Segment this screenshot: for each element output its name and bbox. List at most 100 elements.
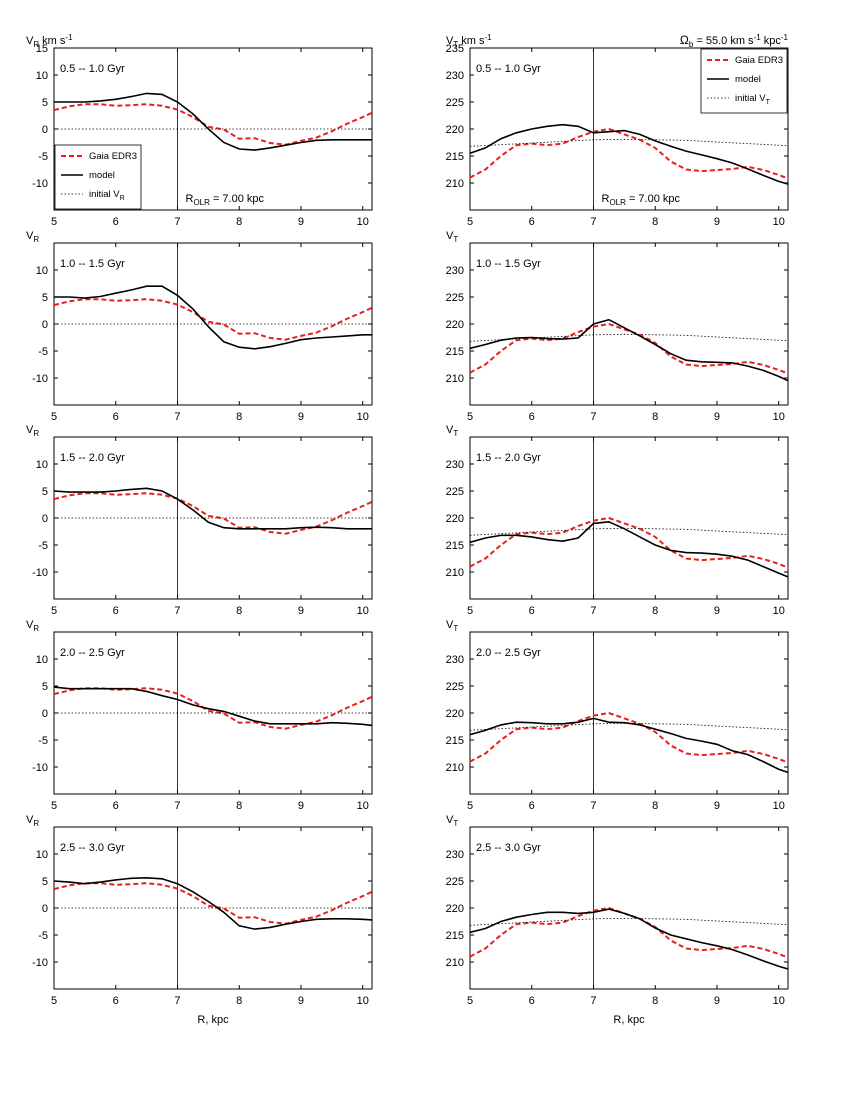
r-olr-subscript: OLR [609, 198, 626, 207]
panel-vt-5-ylabel-symbol: V [446, 814, 454, 826]
panel-vt-2-ylabel-label: VT [446, 230, 458, 244]
gaia-edr3-line [469, 711, 789, 764]
gaia-edr3-line [469, 127, 789, 180]
panel-vr-5-ylabel-subscript: R [33, 819, 39, 828]
x-tick-label: 10 [357, 605, 369, 617]
y-tick-label: 5 [42, 486, 48, 498]
y-tick-label: 0 [42, 513, 48, 525]
omega-subscript: b [689, 40, 694, 49]
legend-initial-text: initial V [735, 93, 766, 104]
x-tick-label: 8 [652, 216, 658, 228]
r-olr-value: = 7.00 kpc [626, 193, 681, 205]
panel-vt-2: 230 225 220 215 210 5 6 7 8 9 10 1.0 -- 1.5 Gyr VT [446, 230, 789, 423]
r-olr-symbol: R [185, 193, 193, 205]
panel-vr-5-ylabel-symbol: V [26, 814, 34, 826]
y-tick-label: 210 [446, 957, 464, 969]
legend-initial-subscript: T [766, 99, 771, 106]
omega-exponent-1: -1 [754, 33, 762, 42]
panel-vr-1-ylabel-label: VR km s-1 [26, 33, 73, 49]
y-tick-label: 225 [446, 292, 464, 304]
panel-vt-2-ylabel-subscript: T [453, 235, 458, 244]
y-tick-label: 0 [42, 319, 48, 331]
gaia-edr3-line [53, 298, 373, 341]
panel-vr-2-ylabel-subscript: R [33, 235, 39, 244]
y-tick-label: -10 [32, 957, 48, 969]
panel-vt-1-ylabel-symbol: V [446, 35, 454, 47]
y-tick-label: -5 [38, 930, 48, 942]
legend-gaia-label: Gaia EDR3 [735, 55, 783, 66]
x-tick-label: 10 [773, 411, 785, 423]
x-tick-label: 9 [298, 216, 304, 228]
panel-vr-3-ylabel-subscript: R [33, 429, 39, 438]
x-tick-label: 5 [51, 605, 57, 617]
panel-vr-3-ylabel-symbol: V [26, 424, 34, 436]
omega-symbol: Ω [680, 33, 689, 47]
panel-vt-1-ylabel-units: km s [458, 35, 485, 47]
model-line [469, 520, 789, 578]
panel-vr-2-ylabel-label: VR [26, 230, 39, 244]
y-tick-label: 230 [446, 70, 464, 82]
panel-vr-5: 10 5 0 -5 -10 5 6 7 8 9 10 2.5 -- 3.0 Gyr VR [26, 814, 373, 1007]
x-tick-label: 6 [113, 605, 119, 617]
legend-initial-text: initial V [89, 189, 120, 200]
initial-line [469, 333, 789, 342]
model-line [54, 92, 372, 151]
x-tick-label: 7 [174, 995, 180, 1007]
x-tick-label: 8 [652, 411, 658, 423]
y-tick-label: 10 [36, 654, 48, 666]
initial-line [469, 527, 789, 536]
x-tick-label: 6 [113, 800, 119, 812]
age-label: 2.0 -- 2.5 Gyr [476, 647, 541, 659]
panel-vr-1-ylabel-units: km s [39, 35, 66, 47]
r-olr-subscript: OLR [193, 198, 210, 207]
model-line [54, 285, 372, 350]
x-tick-label: 6 [529, 411, 535, 423]
x-tick-label: 7 [174, 605, 180, 617]
x-tick-label: 7 [590, 800, 596, 812]
y-tick-label: 230 [446, 265, 464, 277]
panel-vt-1-ylabel-units-exponent: -1 [485, 33, 493, 42]
y-tick-label: 220 [446, 319, 464, 331]
x-tick-label: 6 [113, 411, 119, 423]
x-tick-label: 10 [357, 995, 369, 1007]
y-tick-label: 10 [36, 265, 48, 277]
y-tick-label: 225 [446, 681, 464, 693]
age-label: 2.5 -- 3.0 Gyr [476, 842, 541, 854]
x-tick-label: 8 [236, 411, 242, 423]
panel-vr-2-ylabel-symbol: V [26, 230, 34, 242]
y-tick-label: 5 [42, 681, 48, 693]
y-tick-label: 230 [446, 849, 464, 861]
age-label: 0.5 -- 1.0 Gyr [60, 63, 125, 75]
x-tick-label: 8 [652, 995, 658, 1007]
panel-vt-5: 230 225 220 215 210 5 6 7 8 9 10 2.5 -- 3.0 Gyr VT [446, 814, 789, 1007]
x-tick-label: 8 [652, 800, 658, 812]
x-tick-label: 7 [590, 216, 596, 228]
panel-vt-1-ylabel-subscript: T [453, 40, 458, 49]
gaia-edr3-line [53, 103, 373, 146]
y-tick-label: 5 [42, 292, 48, 304]
y-tick-label: 220 [446, 513, 464, 525]
model-line [469, 123, 789, 185]
initial-line [469, 917, 789, 926]
r-olr-annotation: ROLR = 7.00 kpc [601, 193, 680, 207]
y-tick-label: 225 [446, 876, 464, 888]
y-tick-label: 235 [446, 43, 464, 55]
y-tick-label: 220 [446, 903, 464, 915]
x-tick-label: 5 [51, 995, 57, 1007]
model-line [53, 487, 372, 530]
panel-vt-3-ylabel-subscript: T [453, 429, 458, 438]
y-tick-label: 0 [42, 708, 48, 720]
legend-model-label: model [735, 74, 761, 85]
x-tick-label: 6 [529, 216, 535, 228]
x-tick-label: 10 [773, 800, 785, 812]
panel-vr-3: 10 5 0 -5 -10 5 6 7 8 9 10 1.5 -- 2.0 Gyr VR [26, 424, 373, 617]
gaia-edr3-line [53, 687, 373, 730]
panel-vr-1-legend: Gaia EDR3 model initial VR [54, 144, 142, 210]
y-tick-label: 210 [446, 567, 464, 579]
panel-vr-4-ylabel-symbol: V [26, 619, 34, 631]
y-tick-label: 5 [42, 97, 48, 109]
panel-vt-4-ylabel-subscript: T [453, 624, 458, 633]
age-label: 1.0 -- 1.5 Gyr [60, 258, 125, 270]
y-tick-label: 0 [42, 903, 48, 915]
